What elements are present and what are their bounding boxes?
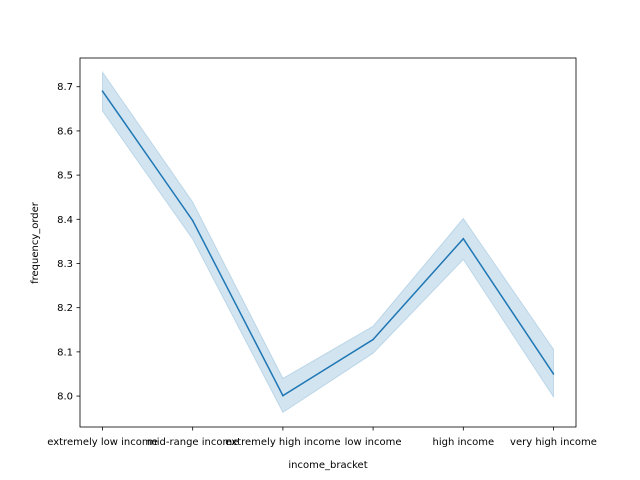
y-axis: 8.0 8.1 8.2 8.3 8.4 8.5 8.6 8.7 — [57, 82, 80, 403]
x-tick-label: very high income — [510, 437, 597, 448]
x-tick-label: extremely high income — [225, 437, 340, 448]
y-tick-label: 8.4 — [57, 215, 73, 226]
axes-frame — [79, 57, 577, 428]
data-point — [552, 373, 555, 375]
y-tick-label: 8.7 — [57, 82, 73, 93]
x-axis-label: income_bracket — [288, 460, 367, 471]
x-tick-label: low income — [345, 437, 402, 448]
data-point — [101, 90, 104, 92]
x-tick-label: extremely low income — [47, 437, 158, 448]
data-point — [191, 219, 194, 222]
y-axis-label: frequency_order — [30, 201, 41, 284]
data-point — [462, 237, 465, 240]
y-tick-label: 8.1 — [57, 347, 73, 358]
y-tick-label: 8.6 — [57, 126, 73, 137]
y-tick-label: 8.0 — [57, 392, 73, 403]
x-tick-label: high income — [432, 437, 494, 448]
y-tick-label: 8.3 — [57, 259, 73, 270]
confidence-band — [102, 70, 554, 414]
series-line — [101, 90, 555, 397]
y-tick-label: 8.2 — [57, 303, 73, 314]
data-point — [372, 338, 374, 341]
x-tick-label: mid-range income — [147, 437, 238, 448]
plot-area — [101, 70, 555, 414]
y-tick-label: 8.5 — [57, 171, 73, 182]
data-point — [282, 394, 284, 397]
